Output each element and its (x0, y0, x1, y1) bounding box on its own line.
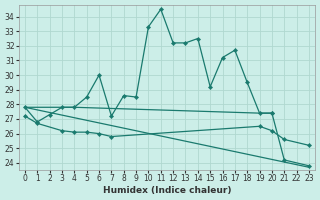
X-axis label: Humidex (Indice chaleur): Humidex (Indice chaleur) (103, 186, 231, 195)
